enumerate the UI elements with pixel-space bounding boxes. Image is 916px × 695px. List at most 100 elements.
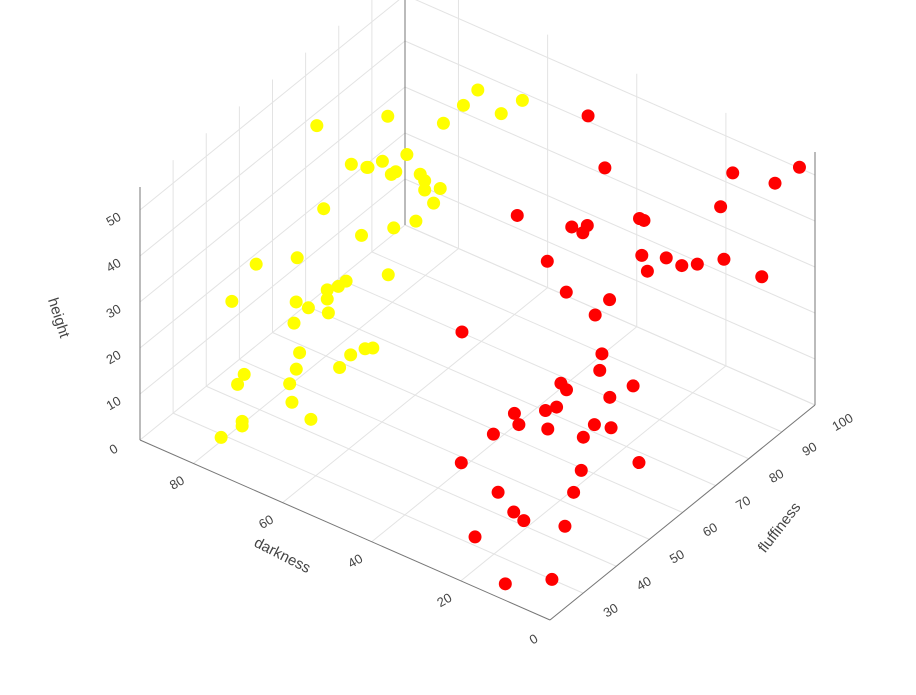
y-tick-label: 100: [829, 410, 855, 434]
point: [559, 285, 573, 299]
point: [225, 294, 239, 308]
point: [283, 377, 297, 391]
point: [510, 208, 524, 222]
z-axis-title: height: [44, 296, 73, 341]
x-tick-label: 0: [527, 631, 541, 648]
y-tick-label: 70: [733, 493, 753, 513]
point: [381, 109, 395, 123]
grid: [139, 0, 816, 621]
grid-line: [139, 86, 406, 303]
point: [574, 463, 588, 477]
point: [427, 196, 441, 210]
point: [515, 93, 529, 107]
axes: 0 20 40 60 80 30 40 50 60 70 80 90 100 0 10 20 30 40 50: [103, 0, 856, 648]
point: [344, 348, 358, 362]
x-tick-label: 40: [345, 551, 365, 571]
x-axis-title: darkness: [251, 534, 313, 577]
z-tick-label: 20: [103, 347, 123, 367]
point: [361, 160, 375, 174]
point: [726, 166, 740, 180]
grid-line: [172, 412, 584, 594]
x-tick-label: 60: [256, 512, 276, 532]
grid-line: [404, 86, 816, 268]
point: [603, 293, 617, 307]
point: [289, 362, 303, 376]
point: [344, 157, 358, 171]
point: [755, 270, 769, 284]
point: [541, 422, 555, 436]
y-tick-label: 30: [601, 600, 621, 620]
point: [468, 530, 482, 544]
point: [375, 154, 389, 168]
point: [593, 363, 607, 377]
grid-line: [404, 132, 816, 314]
point: [381, 268, 395, 282]
point: [498, 577, 512, 591]
point: [558, 519, 572, 533]
point: [637, 213, 651, 227]
x-tick-label: 80: [167, 472, 187, 492]
y-tick-label: 90: [799, 439, 819, 459]
z-tick-label: 50: [103, 209, 123, 229]
z-tick-label: 10: [103, 393, 123, 413]
x-axis-line: [139, 439, 551, 621]
point: [214, 430, 228, 444]
point: [567, 485, 581, 499]
point: [433, 182, 447, 196]
point: [714, 200, 728, 214]
point: [321, 306, 335, 320]
point: [471, 83, 485, 97]
point: [455, 325, 469, 339]
point: [331, 279, 345, 293]
point: [792, 160, 806, 174]
point: [576, 226, 590, 240]
point: [400, 148, 414, 162]
point: [512, 418, 526, 432]
point: [538, 403, 552, 417]
point: [717, 252, 731, 266]
point: [690, 257, 704, 271]
y-axis-title: fluffiness: [755, 499, 805, 556]
grid-line: [239, 358, 650, 540]
grid-line: [139, 0, 400, 211]
point: [603, 390, 617, 404]
point: [454, 456, 468, 470]
point: [289, 295, 303, 309]
grid-line: [305, 305, 716, 487]
point: [320, 283, 334, 297]
grid-line: [404, 224, 816, 406]
point: [626, 379, 640, 393]
point: [333, 360, 347, 374]
point: [540, 254, 554, 268]
point: [304, 412, 318, 426]
point: [507, 505, 521, 519]
grid-line: [371, 251, 783, 433]
point: [456, 98, 470, 112]
point: [517, 514, 531, 528]
point: [550, 400, 564, 414]
z-tick-label: 0: [107, 441, 121, 458]
point: [355, 228, 369, 242]
x-tick-label: 20: [434, 590, 454, 610]
point: [287, 316, 301, 330]
point: [632, 456, 646, 470]
point: [494, 107, 508, 121]
grid-line: [338, 278, 749, 460]
point: [293, 346, 307, 360]
point: [320, 292, 334, 306]
grid-line: [415, 0, 816, 176]
point: [249, 257, 263, 271]
point: [595, 347, 609, 361]
point: [587, 418, 601, 432]
point: [507, 406, 521, 420]
point: [387, 221, 401, 235]
grid-line: [404, 40, 816, 222]
point: [491, 485, 505, 499]
y-axis-line: [549, 404, 816, 621]
point: [604, 421, 618, 435]
point: [598, 161, 612, 175]
point: [635, 248, 649, 262]
point: [301, 301, 315, 315]
point: [659, 251, 673, 265]
